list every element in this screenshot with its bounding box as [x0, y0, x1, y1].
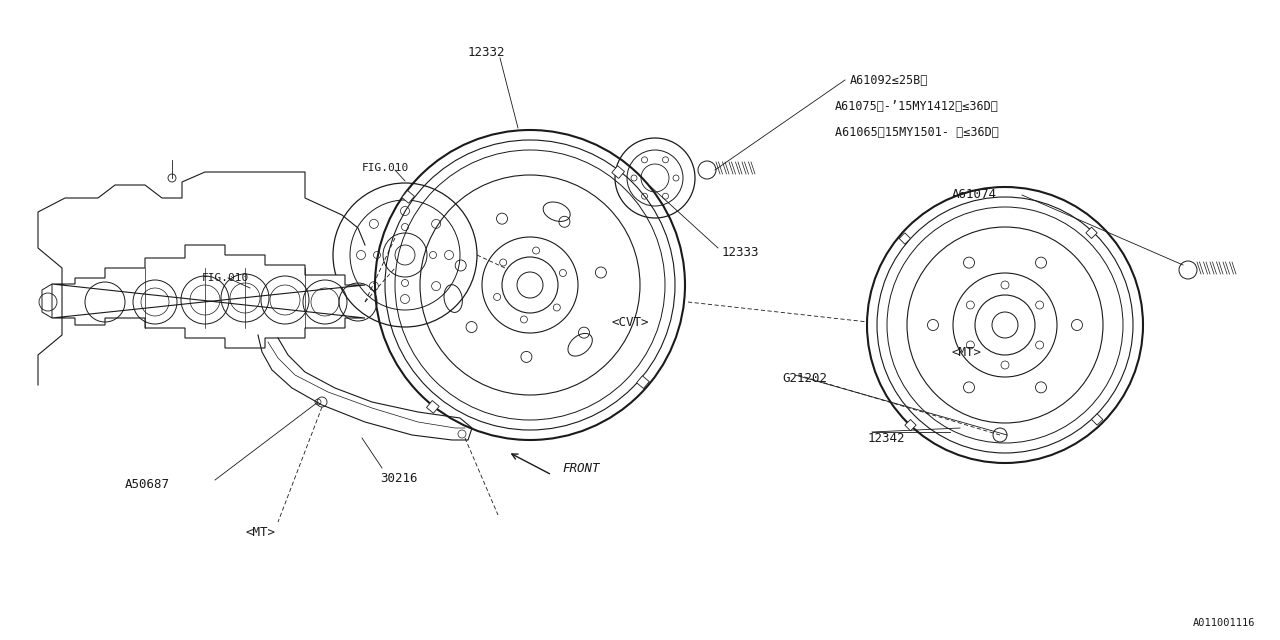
- Text: A61074: A61074: [952, 189, 997, 202]
- Text: A61092≤25B〉: A61092≤25B〉: [850, 74, 928, 86]
- Text: FIG.010: FIG.010: [362, 163, 410, 173]
- Bar: [899, 233, 910, 244]
- Bar: [612, 166, 625, 179]
- Bar: [1085, 227, 1097, 239]
- Text: 12342: 12342: [868, 431, 905, 445]
- Bar: [1092, 414, 1103, 425]
- Polygon shape: [52, 245, 365, 348]
- Text: A61065（15MY1501- ）≤36D〉: A61065（15MY1501- ）≤36D〉: [835, 125, 998, 138]
- Text: 30216: 30216: [380, 472, 417, 484]
- Text: A50687: A50687: [125, 479, 170, 492]
- Text: FRONT: FRONT: [562, 461, 599, 474]
- Polygon shape: [42, 284, 52, 318]
- Text: 12332: 12332: [468, 45, 506, 58]
- Text: A61075（-’15MY1412）≤36D〉: A61075（-’15MY1412）≤36D〉: [835, 100, 998, 113]
- Text: <MT>: <MT>: [244, 525, 275, 538]
- Bar: [636, 376, 649, 388]
- Text: <MT>: <MT>: [952, 346, 982, 358]
- Text: G21202: G21202: [782, 371, 827, 385]
- Text: <CVT>: <CVT>: [612, 316, 649, 328]
- Text: FIG.010: FIG.010: [202, 273, 250, 283]
- Text: A011001116: A011001116: [1193, 618, 1254, 628]
- Bar: [402, 191, 415, 203]
- Text: 12333: 12333: [722, 246, 759, 259]
- Bar: [905, 419, 916, 431]
- Bar: [426, 401, 439, 413]
